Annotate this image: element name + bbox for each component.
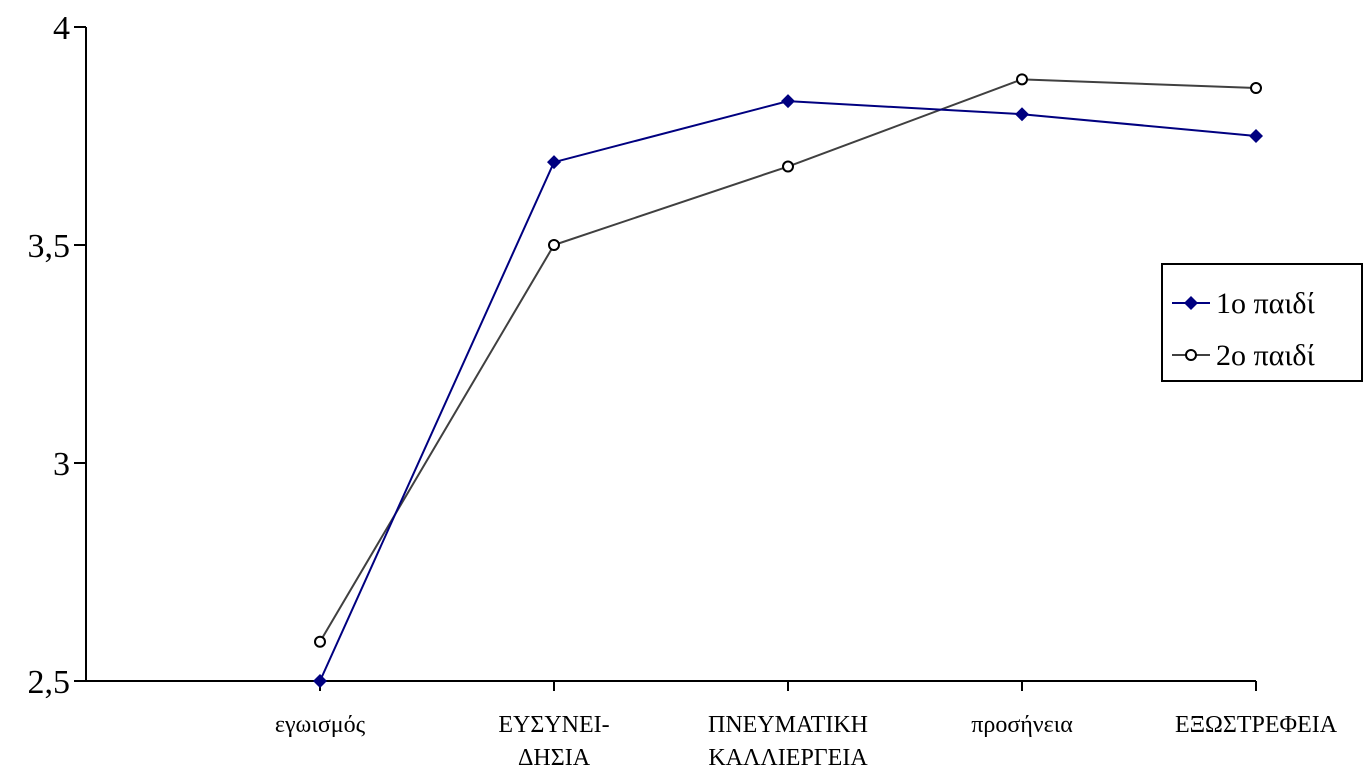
legend-label-2: 2ο παιδί bbox=[1216, 339, 1315, 372]
data-point bbox=[314, 635, 326, 648]
data-point bbox=[1015, 107, 1029, 122]
y-tick-label: 4 bbox=[53, 10, 70, 47]
x-axis: εγωισμός ΕΥΣΥΝΕΙ- ΔΗΣΙΑ ΠΝΕΥΜΑΤΙΚΗ ΚΑΛΛΙΕΡΓΕ… bbox=[86, 680, 1338, 771]
series-line bbox=[319, 100, 1257, 682]
y-axis: 2,5 3 3,5 4 bbox=[28, 10, 87, 701]
legend-box bbox=[1161, 263, 1363, 382]
x-tick-label-line: ΠΝΕΥΜΑΤΙΚΗ bbox=[708, 712, 868, 738]
y-tick-label: 3 bbox=[53, 446, 70, 483]
legend-entry-2: 2ο παιδί bbox=[1172, 339, 1315, 372]
legend-marker-diamond bbox=[1184, 296, 1198, 310]
x-tick-label-line: εγωισμός bbox=[275, 712, 366, 738]
x-tick-label-line: ΕΥΣΥΝΕΙ- bbox=[498, 712, 609, 738]
data-point bbox=[1249, 129, 1263, 143]
data-point bbox=[1016, 73, 1028, 86]
series-1 bbox=[313, 94, 1263, 688]
data-point bbox=[548, 239, 560, 251]
x-tick-label: ΕΥΣΥΝΕΙ- ΔΗΣΙΑ bbox=[498, 712, 609, 771]
x-tick-label: εγωισμός bbox=[275, 712, 366, 738]
y-tick-label: 3,5 bbox=[28, 228, 71, 265]
y-tick-label: 2,5 bbox=[28, 664, 71, 701]
legend-marker-circle bbox=[1185, 349, 1197, 361]
data-point bbox=[782, 160, 794, 173]
x-tick-label: προσήνεια bbox=[971, 712, 1073, 738]
legend-label-1: 1ο παιδί bbox=[1216, 287, 1315, 320]
data-point bbox=[313, 674, 327, 688]
legend: 1ο παιδί 2ο παιδί bbox=[1161, 263, 1363, 382]
series-2 bbox=[314, 73, 1262, 648]
data-point bbox=[547, 155, 561, 170]
x-tick-label-line: ΕΞΩΣΤΡΕΦΕΙΑ bbox=[1175, 712, 1338, 738]
x-tick-label-line: ΚΑΛΛΙΕΡΓΕΙΑ bbox=[708, 745, 868, 771]
x-tick-label: ΠΝΕΥΜΑΤΙΚΗ ΚΑΛΛΙΕΡΓΕΙΑ bbox=[708, 712, 868, 771]
x-tick-label-line: προσήνεια bbox=[971, 712, 1073, 738]
plot-area bbox=[313, 73, 1263, 688]
x-tick-label-line: ΔΗΣΙΑ bbox=[518, 745, 591, 771]
data-point bbox=[1250, 82, 1262, 95]
legend-entry-1: 1ο παιδί bbox=[1172, 287, 1315, 320]
x-tick-label: ΕΞΩΣΤΡΕΦΕΙΑ bbox=[1175, 712, 1338, 738]
data-point bbox=[781, 94, 795, 109]
